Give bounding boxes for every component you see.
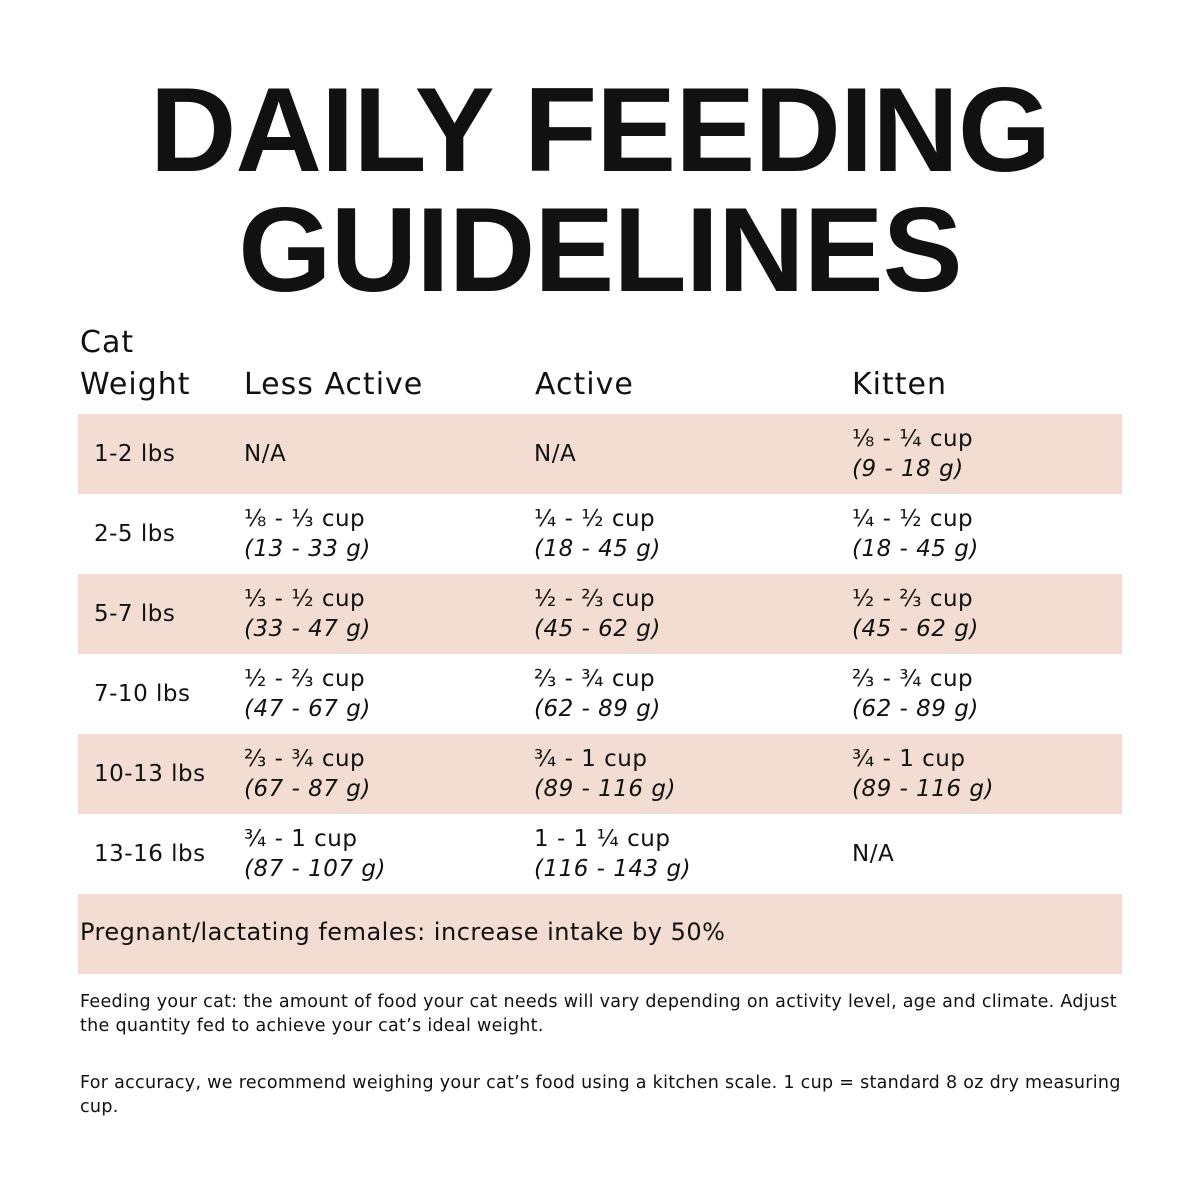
cell-less-active: ⅓ - ½ cup (33 - 47 g) (244, 574, 371, 654)
cup-amount: ⅔ - ¾ cup (852, 666, 974, 692)
gram-amount: (87 - 107 g) (244, 856, 386, 882)
cup-amount: ¼ - ½ cup (534, 506, 656, 532)
cell-weight: 10-13 lbs (94, 761, 206, 787)
gram-amount: (67 - 87 g) (244, 776, 371, 802)
gram-amount: (18 - 45 g) (534, 536, 661, 562)
gram-amount: (116 - 143 g) (534, 856, 692, 882)
cup-amount: ⅔ - ¾ cup (244, 746, 366, 772)
cell-less-active: ⅛ - ⅓ cup (13 - 33 g) (244, 494, 371, 574)
cell-active: ¼ - ½ cup (18 - 45 g) (534, 494, 661, 574)
gram-amount: (45 - 62 g) (534, 616, 661, 642)
cell-kitten: ¾ - 1 cup (89 - 116 g) (852, 734, 994, 814)
header-kitten: Kitten (852, 367, 948, 402)
cell-weight: 2-5 lbs (94, 521, 176, 547)
cup-amount: ¾ - 1 cup (852, 746, 966, 772)
gram-amount: (62 - 89 g) (852, 696, 979, 722)
cell-less-active: ⅔ - ¾ cup (67 - 87 g) (244, 734, 371, 814)
cell-active: 1 - 1 ¼ cup (116 - 143 g) (534, 814, 691, 894)
page-title-line-1: DAILY FEEDING (149, 63, 1052, 197)
cell-less-active: N/A (244, 414, 286, 494)
table-row: 10-13 lbs ⅔ - ¾ cup (67 - 87 g) ¾ - 1 cup (8… (78, 734, 1122, 814)
cell-weight: 1-2 lbs (94, 441, 176, 467)
cell-active: ⅔ - ¾ cup (62 - 89 g) (534, 654, 661, 734)
cell-less-active: ¾ - 1 cup (87 - 107 g) (244, 814, 386, 894)
table-row: 1-2 lbs N/A N/A ⅛ - ¼ cup (9 - 18 g) (78, 414, 1122, 494)
gram-amount: (47 - 67 g) (244, 696, 371, 722)
gram-amount: (13 - 33 g) (244, 536, 371, 562)
gram-amount: (89 - 116 g) (534, 776, 676, 802)
table-row: 2-5 lbs ⅛ - ⅓ cup (13 - 33 g) ¼ - ½ cup (18 … (78, 494, 1122, 574)
cell-weight: 13-16 lbs (94, 841, 206, 867)
header-cat-weight: Cat Weight (80, 322, 191, 406)
cup-amount: 1 - 1 ¼ cup (534, 826, 671, 852)
cell-less-active: ½ - ⅔ cup (47 - 67 g) (244, 654, 371, 734)
cup-amount: ⅓ - ½ cup (244, 586, 366, 612)
cell-kitten: ⅔ - ¾ cup (62 - 89 g) (852, 654, 979, 734)
cup-amount: ½ - ⅔ cup (852, 586, 974, 612)
cup-amount: ¾ - 1 cup (534, 746, 648, 772)
cup-amount: ¾ - 1 cup (244, 826, 358, 852)
gram-amount: (18 - 45 g) (852, 536, 979, 562)
cup-amount: ⅔ - ¾ cup (534, 666, 656, 692)
cup-amount: N/A (244, 441, 287, 467)
cell-active: ¾ - 1 cup (89 - 116 g) (534, 734, 676, 814)
table-row: 5-7 lbs ⅓ - ½ cup (33 - 47 g) ½ - ⅔ cup (45 … (78, 574, 1122, 654)
footer-paragraph-2: For accuracy, we recommend weighing your… (80, 1073, 1121, 1117)
cell-active: ½ - ⅔ cup (45 - 62 g) (534, 574, 661, 654)
header-less-active: Less Active (244, 367, 424, 402)
gram-amount: (62 - 89 g) (534, 696, 661, 722)
cell-weight: 7-10 lbs (94, 681, 191, 707)
cup-amount: N/A (534, 441, 577, 467)
cup-amount: ⅛ - ¼ cup (852, 426, 974, 452)
cup-amount: ⅛ - ⅓ cup (244, 506, 366, 532)
gram-amount: (33 - 47 g) (244, 616, 371, 642)
cup-amount: ¼ - ½ cup (852, 506, 974, 532)
pregnant-note-row: Pregnant/lactating females: increase int… (78, 894, 1122, 974)
table-row: 13-16 lbs ¾ - 1 cup (87 - 107 g) 1 - 1 ¼ cu… (78, 814, 1122, 894)
cup-amount: N/A (852, 841, 895, 867)
gram-amount: (9 - 18 g) (852, 456, 964, 482)
pregnant-note: Pregnant/lactating females: increase int… (80, 918, 726, 946)
cup-amount: ½ - ⅔ cup (244, 666, 366, 692)
cup-amount: ½ - ⅔ cup (534, 586, 656, 612)
gram-amount: (45 - 62 g) (852, 616, 979, 642)
cell-kitten: ½ - ⅔ cup (45 - 62 g) (852, 574, 979, 654)
table-row: 7-10 lbs ½ - ⅔ cup (47 - 67 g) ⅔ - ¾ cup (62… (78, 654, 1122, 734)
header-active: Active (535, 367, 634, 402)
cell-weight: 5-7 lbs (94, 601, 176, 627)
cell-kitten: N/A (852, 814, 894, 894)
gram-amount: (89 - 116 g) (852, 776, 994, 802)
cell-active: N/A (534, 414, 576, 494)
cell-kitten: ⅛ - ¼ cup (9 - 18 g) (852, 414, 973, 494)
page-title-line-2: GUIDELINES (238, 183, 962, 317)
header-weight-line2: Weight (80, 367, 191, 402)
footer-paragraph-1: Feeding your cat: the amount of food you… (80, 992, 1117, 1036)
header-weight-line1: Cat (80, 325, 135, 360)
cell-kitten: ¼ - ½ cup (18 - 45 g) (852, 494, 979, 574)
